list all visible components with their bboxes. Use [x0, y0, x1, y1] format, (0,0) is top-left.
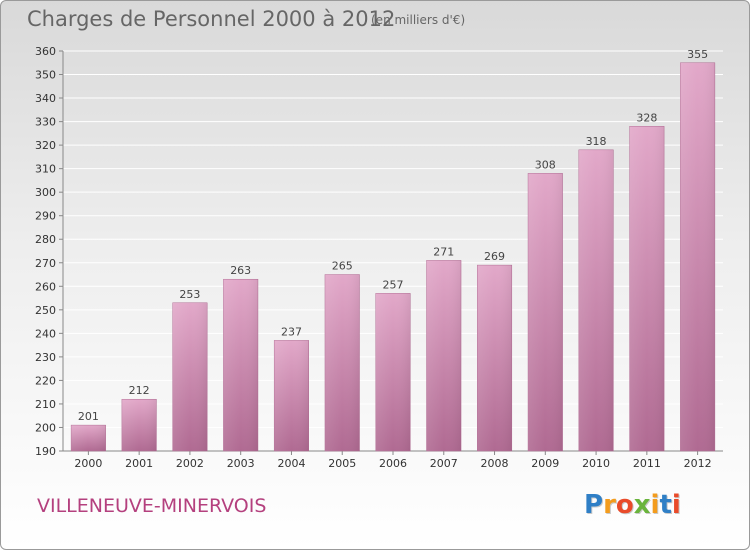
- bar-shine: [375, 293, 411, 451]
- data-label: 271: [433, 245, 454, 258]
- x-tick-label: 2009: [531, 457, 559, 470]
- chart-subtitle: (en milliers d'€): [371, 13, 466, 27]
- x-tick-label: 2008: [481, 457, 509, 470]
- place-name: VILLENEUVE-MINERVOIS: [37, 495, 267, 517]
- data-label: 308: [535, 158, 556, 171]
- bar-shine: [477, 265, 512, 451]
- bar-shine: [121, 399, 157, 451]
- bar-shine: [578, 149, 614, 451]
- y-tick-label: 230: [35, 351, 56, 364]
- x-tick-label: 2012: [684, 457, 712, 470]
- y-tick-label: 220: [35, 374, 56, 387]
- x-tick-label: 2003: [227, 457, 255, 470]
- y-tick-label: 360: [35, 45, 56, 58]
- data-label: 237: [281, 325, 302, 338]
- data-label: 253: [179, 288, 200, 301]
- logo-letter: i: [671, 490, 681, 520]
- logo-letter: t: [659, 490, 672, 520]
- y-tick-label: 260: [35, 280, 56, 293]
- y-tick-label: 350: [35, 69, 56, 82]
- x-tick-label: 2004: [277, 457, 305, 470]
- bar-shine: [172, 302, 208, 451]
- data-label: 328: [636, 111, 657, 124]
- y-tick-label: 210: [35, 398, 56, 411]
- bar-shine: [71, 425, 106, 451]
- y-tick-label: 240: [35, 327, 56, 340]
- data-label: 269: [484, 250, 505, 263]
- x-tick-label: 2010: [582, 457, 610, 470]
- logo-letter: i: [650, 490, 660, 520]
- data-label: 201: [78, 410, 99, 423]
- y-tick-label: 320: [35, 139, 56, 152]
- x-tick-label: 2005: [328, 457, 356, 470]
- data-label: 212: [129, 384, 150, 397]
- y-tick-label: 310: [35, 163, 56, 176]
- x-tick-label: 2006: [379, 457, 407, 470]
- y-tick-label: 300: [35, 186, 56, 199]
- x-tick-label: 2002: [176, 457, 204, 470]
- data-label: 355: [687, 48, 708, 61]
- bar-shine: [426, 260, 462, 451]
- y-tick-label: 270: [35, 257, 56, 270]
- proxiti-logo[interactable]: Proxiti: [584, 490, 681, 520]
- logo-letter: x: [633, 490, 651, 520]
- labels: 190 200 210 220 230 240 250 260 270 280 290 300 310 3…: [35, 45, 712, 470]
- data-label: 265: [332, 260, 353, 273]
- x-tick-label: 2011: [633, 457, 661, 470]
- bar-shine: [324, 274, 360, 451]
- y-tick-label: 250: [35, 304, 56, 317]
- y-tick-label: 340: [35, 92, 56, 105]
- bar-shine: [223, 279, 258, 451]
- logo-letter: o: [615, 490, 634, 520]
- x-tick-label: 2007: [430, 457, 458, 470]
- x-tick-label: 2001: [125, 457, 153, 470]
- data-label: 263: [230, 264, 251, 277]
- bar-shine: [274, 340, 309, 451]
- y-tick-label: 200: [35, 421, 56, 434]
- bars: [70, 62, 716, 452]
- x-tick-label: 2000: [74, 457, 102, 470]
- y-tick-label: 330: [35, 116, 56, 129]
- logo-letter: r: [603, 490, 616, 520]
- data-label: 257: [383, 278, 404, 291]
- data-label: 318: [586, 135, 607, 148]
- bar-shine: [528, 173, 563, 451]
- y-tick-label: 290: [35, 210, 56, 223]
- logo-letter: P: [584, 490, 604, 520]
- y-tick-label: 190: [35, 445, 56, 458]
- y-tick-label: 280: [35, 233, 56, 246]
- bar-shine: [629, 126, 665, 451]
- chart-title: Charges de Personnel 2000 à 2012: [27, 7, 396, 31]
- bar-shine: [680, 62, 715, 451]
